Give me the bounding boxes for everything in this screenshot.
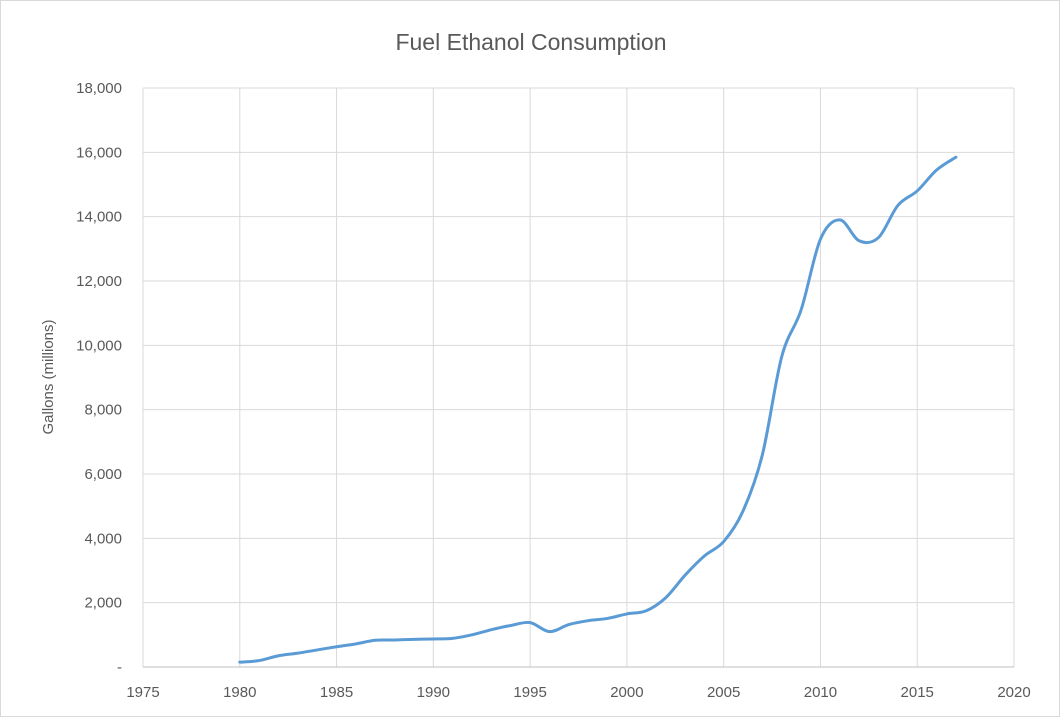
x-tick-label: 2000 — [610, 684, 643, 701]
x-tick-label: 1980 — [223, 684, 256, 701]
gridlines — [142, 87, 1015, 667]
y-tick-label: 12,000 — [76, 273, 122, 290]
y-axis-title: Gallons (millions) — [40, 319, 57, 434]
series-line — [238, 155, 958, 664]
chart-title: Fuel Ethanol Consumption — [395, 29, 666, 55]
x-tick-label: 2010 — [804, 684, 837, 701]
y-tick-label: 6,000 — [84, 466, 122, 483]
y-tick-label: 16,000 — [76, 144, 122, 161]
tick-labels: - 2,000 4,000 6,000 8,000 10,000 12,000 14,000 1… — [76, 80, 1031, 701]
y-tick-label: 10,000 — [76, 337, 122, 354]
x-tick-label: 1975 — [126, 684, 159, 701]
x-tick-label: 2005 — [707, 684, 740, 701]
y-tick-label: 2,000 — [84, 595, 122, 612]
y-tick-label: 14,000 — [76, 209, 122, 226]
x-tick-label: 2015 — [901, 684, 934, 701]
x-tick-label: 2020 — [997, 684, 1030, 701]
y-tick-label: - — [117, 659, 122, 676]
x-tick-label: 1990 — [417, 684, 450, 701]
x-tick-label: 1985 — [320, 684, 353, 701]
series — [238, 155, 958, 664]
x-tick-label: 1995 — [513, 684, 546, 701]
y-tick-label: 4,000 — [84, 530, 122, 547]
y-tick-label: 8,000 — [84, 402, 122, 419]
y-tick-label: 18,000 — [76, 80, 122, 97]
